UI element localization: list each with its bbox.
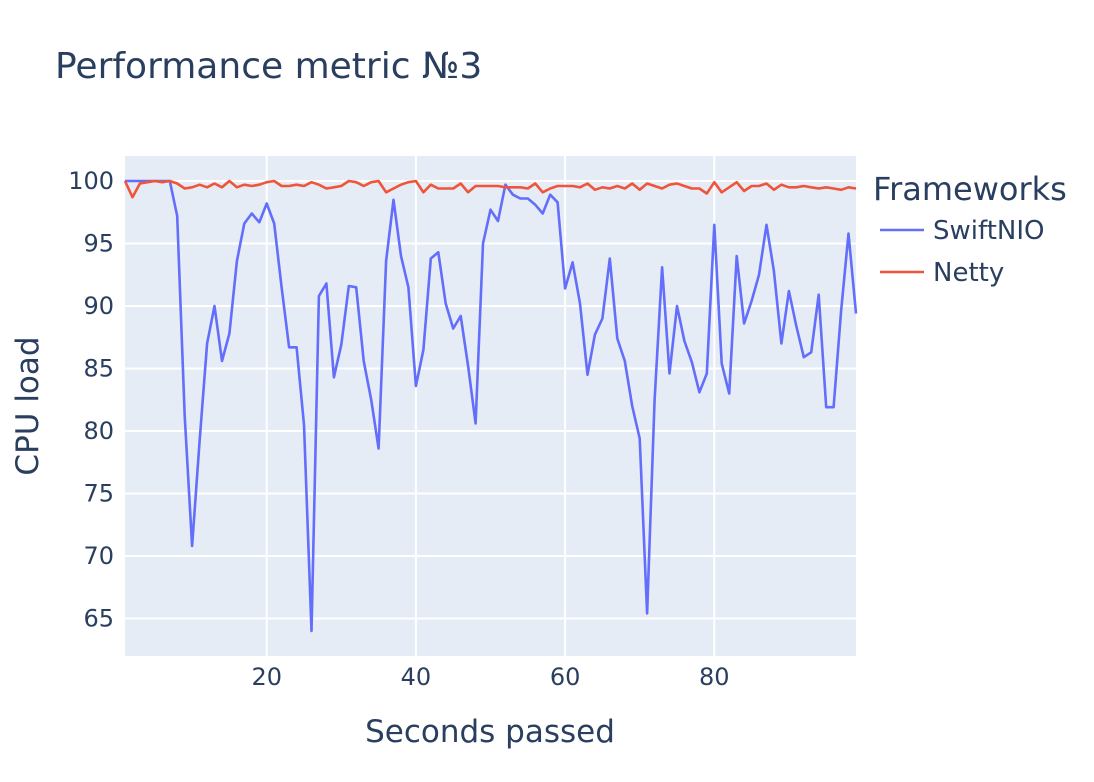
y-axis-ticks: 65 70 75 80 85 90 95 100 — [68, 167, 114, 633]
chart-title: Performance metric №3 — [55, 46, 482, 87]
y-axis-title: CPU load — [10, 336, 46, 475]
y-tick-label: 90 — [83, 292, 114, 320]
y-tick-label: 80 — [83, 417, 114, 445]
y-tick-label: 100 — [68, 167, 114, 195]
series-line-netty — [123, 179, 857, 199]
y-tick-label: 70 — [83, 542, 114, 570]
x-tick-label: 40 — [401, 663, 432, 691]
legend-label: SwiftNIO — [933, 216, 1044, 246]
x-tick-label: 20 — [251, 663, 282, 691]
plot-background — [125, 156, 856, 656]
legend-label: Netty — [933, 258, 1004, 288]
x-axis-ticks: 20 40 60 80 — [251, 663, 729, 691]
x-tick-label: 80 — [699, 663, 730, 691]
legend: Frameworks SwiftNIO Netty — [873, 170, 1067, 288]
y-tick-label: 75 — [83, 480, 114, 508]
y-tick-label: 65 — [83, 605, 114, 633]
series-line-swiftnio — [125, 179, 858, 633]
series-lines — [123, 179, 858, 633]
legend-title: Frameworks — [873, 170, 1067, 208]
y-tick-label: 85 — [83, 355, 114, 383]
plot-area — [123, 156, 858, 656]
legend-items: SwiftNIO Netty — [880, 216, 1044, 288]
x-tick-label: 60 — [550, 663, 581, 691]
x-axis-title: Seconds passed — [365, 714, 615, 750]
y-tick-label: 95 — [83, 230, 114, 258]
